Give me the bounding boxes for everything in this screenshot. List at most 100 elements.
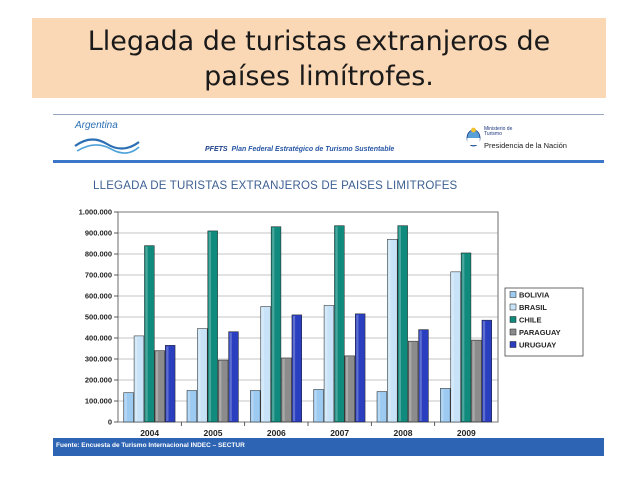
source-text: Fuente: Encuesta de Turismo Internaciona…	[56, 442, 245, 449]
ministry-line1: Ministerio de	[484, 126, 513, 132]
bar-bolivia-2005	[186, 390, 198, 423]
bar-highlight	[345, 356, 349, 421]
bar-highlight	[388, 240, 391, 421]
bar-paraguay-2005	[217, 359, 229, 423]
legend-swatch-brasil	[509, 303, 517, 311]
chart-panel: Argentina PFETS Plan Federal Estratégico…	[53, 112, 604, 456]
ministry-line2: Turismo	[484, 131, 502, 137]
legend-swatch-chile	[509, 316, 517, 323]
bar-brasil-2007	[323, 305, 335, 423]
bar-bolivia-2007	[313, 389, 324, 423]
bar-brasil-2006	[260, 306, 271, 423]
legend-swatch-paraguay	[509, 328, 517, 336]
bar-highlight	[441, 389, 444, 421]
bar-uruguay-2007	[355, 313, 366, 423]
bar-uruguay-2006	[291, 314, 302, 423]
bar-highlight	[325, 306, 328, 421]
y-tick-label: 600.000	[85, 292, 112, 301]
legend-swatch-bolivia	[509, 291, 517, 298]
slide-title-line1: Llegada de turistas extranjeros de	[87, 26, 551, 57]
x-tick-label-2006: 2006	[267, 428, 286, 438]
pfets-acronym: PFETS	[205, 146, 228, 153]
bar-highlight	[482, 321, 486, 421]
bar-highlight	[208, 231, 211, 421]
bar-highlight	[314, 390, 317, 421]
source-footer: Fuente: Encuesta de Turismo Internaciona…	[53, 438, 604, 456]
bar-highlight	[219, 361, 222, 421]
bar-highlight	[398, 226, 401, 421]
bar-brasil-2008	[387, 239, 398, 423]
bar-highlight	[166, 346, 169, 421]
bar-paraguay-2008	[407, 340, 419, 423]
bar-brasil-2009	[450, 271, 461, 423]
bar-paraguay-2004	[154, 350, 165, 423]
bar-highlight	[356, 314, 359, 421]
bar-bolivia-2008	[376, 391, 388, 423]
bar-chart: 0 100.000 200.000 300.000 400.000 500.000 600.…	[79, 208, 584, 438]
y-tick-label: 1.000.000	[79, 208, 112, 217]
bar-highlight	[135, 336, 138, 421]
panel-top-divider	[53, 114, 604, 115]
y-tick-label: 200.000	[85, 376, 112, 385]
bar-highlight	[451, 272, 454, 421]
pfets-name: Plan Federal Estratégico de Turismo Sust…	[231, 146, 395, 153]
bar-chile-2004	[144, 245, 155, 423]
bar-brasil-2004	[133, 335, 145, 423]
bar-paraguay-2007	[344, 355, 355, 423]
y-tick-label: 700.000	[85, 271, 112, 280]
x-tick-label-2005: 2005	[204, 428, 223, 438]
bar-uruguay-2005	[228, 331, 239, 423]
y-tick-label: 800.000	[85, 250, 112, 259]
legend-swatch-uruguay	[509, 341, 517, 348]
x-tick-label-2007: 2007	[330, 428, 349, 438]
bar-highlight	[155, 351, 159, 421]
ministry-label: Ministerio de Turismo	[484, 127, 512, 137]
bar-highlight	[419, 330, 422, 421]
bar-highlight	[378, 392, 381, 421]
x-tick-label-2004: 2004	[140, 428, 159, 438]
bar-bolivia-2009	[440, 388, 451, 423]
legend-label-uruguay: URUGUAY	[519, 341, 556, 350]
bar-highlight	[124, 393, 127, 421]
bar-bolivia-2004	[123, 392, 134, 423]
national-emblem-icon	[466, 127, 481, 147]
bar-highlight	[229, 332, 232, 421]
bar-highlight	[409, 342, 412, 421]
legend-label-bolivia: BOLIVIA	[519, 291, 550, 300]
x-tick-label-2008: 2008	[394, 428, 413, 438]
slide-title: Llegada de turistas extranjeros de paíse…	[32, 18, 606, 98]
chart-title: LLEGADA DE TURISTAS EXTRANJEROS DE PAISE…	[93, 180, 458, 192]
y-tick-label: 100.000	[85, 397, 112, 406]
bar-highlight	[198, 329, 201, 421]
bar-uruguay-2009	[481, 319, 492, 423]
bar-chile-2008	[397, 225, 408, 423]
bar-uruguay-2004	[165, 345, 176, 423]
bar-chile-2009	[460, 252, 472, 423]
pfets-label: PFETS Plan Federal Estratégico de Turism…	[205, 146, 394, 153]
x-tick-label-2009: 2009	[457, 428, 476, 438]
bar-chile-2007	[334, 225, 345, 423]
bar-bolivia-2006	[250, 390, 261, 423]
bar-highlight	[282, 358, 285, 421]
y-tick-label: 0	[108, 418, 112, 427]
bar-paraguay-2009	[471, 339, 482, 423]
header-divider	[53, 160, 604, 163]
bar-highlight	[292, 315, 296, 421]
y-tick-label: 500.000	[85, 313, 112, 322]
legend-label-paraguay: PARAGUAY	[519, 328, 561, 337]
bar-highlight	[261, 307, 264, 421]
legend-label-chile: CHILE	[519, 316, 542, 325]
argentina-logo-icon	[74, 138, 140, 154]
legend-label-brasil: BRASIL	[519, 303, 547, 312]
bar-highlight	[272, 227, 275, 421]
presidencia-label: Presidencia de la Nación	[484, 141, 567, 150]
bar-chile-2006	[270, 226, 282, 423]
bar-highlight	[251, 391, 254, 421]
bar-uruguay-2008	[418, 329, 429, 423]
slide-title-line2: países limítrofes.	[204, 61, 434, 92]
bar-paraguay-2006	[281, 357, 292, 423]
bar-highlight	[335, 226, 338, 421]
y-tick-label: 300.000	[85, 355, 112, 364]
bar-brasil-2005	[197, 328, 208, 423]
bar-chile-2005	[207, 230, 218, 423]
